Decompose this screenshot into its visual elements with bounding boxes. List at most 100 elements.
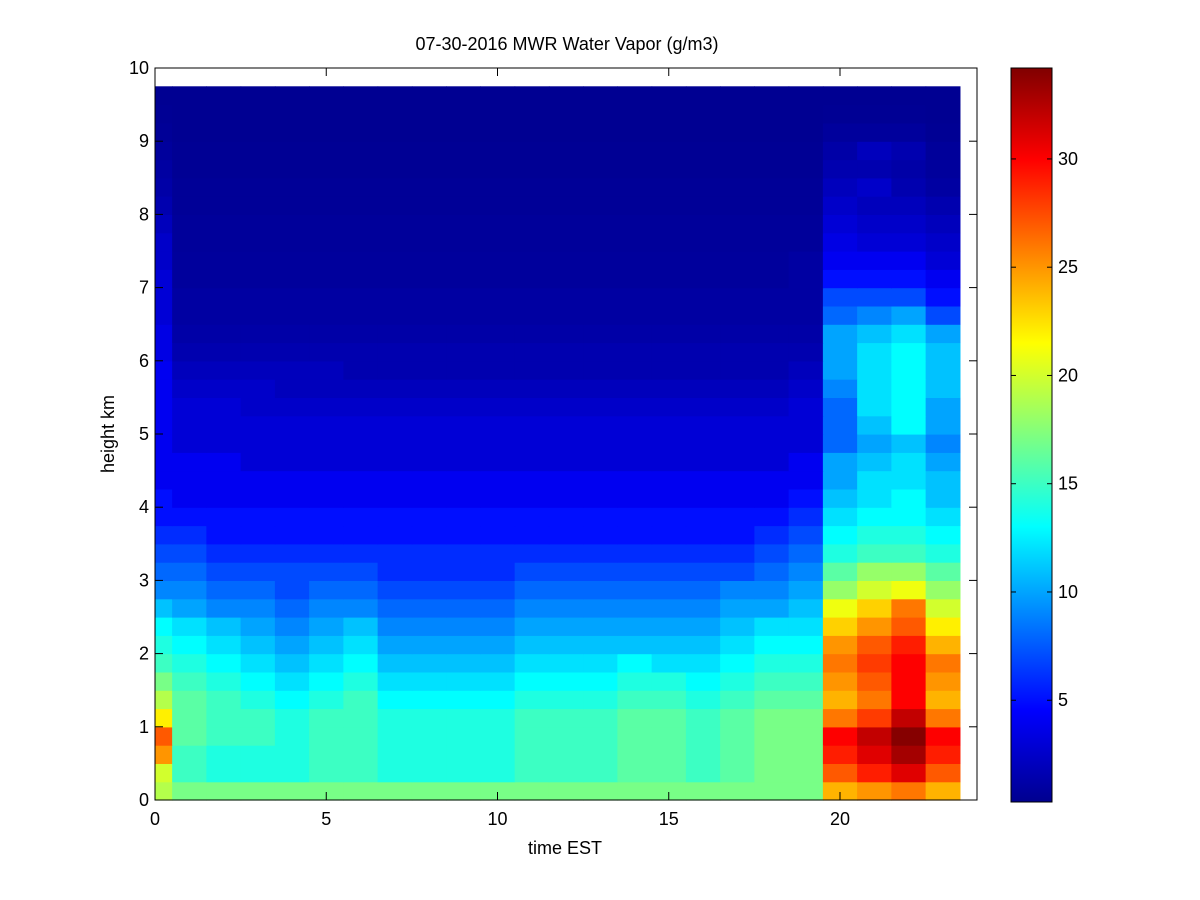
heatmap-cell: [155, 781, 173, 801]
heatmap-cell: [548, 525, 584, 545]
heatmap-cell: [891, 690, 927, 710]
heatmap-cell: [343, 708, 379, 728]
heatmap-cell: [172, 653, 207, 673]
y-tick-label: 3: [139, 570, 149, 590]
heatmap-cell: [583, 397, 618, 417]
heatmap-cell: [172, 269, 207, 289]
heatmap-cell: [548, 708, 584, 728]
heatmap-cell: [172, 287, 207, 307]
heatmap-cell: [651, 781, 687, 801]
heatmap-cell: [343, 324, 379, 344]
heatmap-cell: [274, 86, 310, 106]
heatmap-cell: [891, 122, 927, 142]
heatmap-cell: [754, 745, 790, 764]
heatmap-cell: [891, 452, 927, 472]
heatmap-cell: [343, 745, 379, 764]
heatmap-cell: [891, 653, 927, 673]
heatmap-cell: [548, 251, 584, 270]
heatmap-cell: [377, 287, 413, 307]
heatmap-cell: [925, 159, 961, 179]
heatmap-cell: [548, 104, 584, 124]
heatmap-cell: [514, 781, 550, 801]
heatmap-cell: [583, 214, 618, 234]
heatmap-cell: [155, 86, 173, 106]
heatmap-cell: [685, 653, 721, 673]
heatmap-cell: [309, 159, 344, 179]
heatmap-cell: [583, 104, 618, 124]
heatmap-cell: [446, 342, 481, 362]
heatmap-cell: [754, 214, 790, 234]
heatmap-cell: [685, 379, 721, 398]
heatmap-cell: [925, 580, 961, 600]
heatmap-cell: [651, 708, 687, 728]
heatmap-cell: [685, 196, 721, 215]
y-tick-label: 1: [139, 717, 149, 737]
heatmap-cell: [240, 434, 276, 453]
heatmap-cell: [172, 745, 207, 764]
heatmap-cell: [343, 470, 379, 490]
heatmap-cell: [891, 232, 927, 252]
heatmap-cell: [377, 434, 413, 453]
heatmap-cell: [240, 269, 276, 289]
heatmap-cell: [514, 470, 550, 490]
heatmap-cell: [480, 397, 516, 417]
heatmap-cell: [343, 525, 379, 545]
heatmap-cell: [720, 342, 755, 362]
heatmap-cell: [857, 781, 892, 801]
heatmap-cell: [548, 580, 584, 600]
heatmap-cell: [411, 86, 447, 106]
heatmap-cell: [617, 726, 653, 746]
heatmap-cell: [857, 177, 892, 197]
heatmap-cell: [206, 598, 242, 618]
heatmap-cell: [240, 598, 276, 618]
heatmap-cell: [172, 434, 207, 453]
heatmap-cell: [754, 141, 790, 161]
heatmap-cell: [720, 580, 755, 600]
heatmap-cell: [788, 159, 824, 179]
heatmap-cell: [446, 580, 481, 600]
heatmap-cell: [822, 159, 858, 179]
heatmap-cell: [343, 434, 379, 453]
heatmap-cell: [206, 232, 242, 252]
heatmap-cell: [857, 470, 892, 490]
heatmap-cell: [925, 397, 961, 417]
heatmap-cell: [891, 470, 927, 490]
heatmap-cell: [583, 671, 618, 691]
heatmap-cell: [240, 543, 276, 563]
x-axis-label: time EST: [528, 838, 602, 858]
heatmap-cell: [309, 671, 344, 691]
heatmap-cell: [411, 232, 447, 252]
heatmap-cell: [925, 452, 961, 472]
heatmap-cell: [617, 745, 653, 764]
heatmap-cell: [240, 342, 276, 362]
y-axis-ticks: 0 1 2 3 4 5 6 7 8 9 10: [129, 58, 977, 810]
heatmap-cell: [925, 763, 961, 783]
heatmap-cell: [548, 177, 584, 197]
heatmap-cell: [514, 251, 550, 270]
heatmap-cell: [446, 726, 481, 746]
heatmap-cell: [720, 726, 755, 746]
heatmap-cell: [891, 726, 927, 746]
heatmap-cell: [583, 196, 618, 215]
heatmap-cell: [514, 653, 550, 673]
heatmap-cell: [788, 635, 824, 655]
heatmap-cell: [857, 86, 892, 106]
colorbar-tick-label: 30: [1058, 149, 1078, 169]
heatmap-cell: [548, 196, 584, 215]
heatmap-cell: [480, 159, 516, 179]
heatmap-cell: [788, 214, 824, 234]
heatmap-cell: [617, 434, 653, 453]
heatmap-cell: [651, 379, 687, 398]
heatmap-cell: [309, 251, 344, 270]
heatmap-cell: [788, 745, 824, 764]
heatmap-cell: [480, 763, 516, 783]
heatmap-cell: [155, 763, 173, 783]
heatmap-cell: [720, 232, 755, 252]
heatmap-cell: [685, 305, 721, 325]
heatmap-cell: [617, 305, 653, 325]
heatmap-cell: [754, 434, 790, 453]
heatmap-cell: [754, 379, 790, 398]
heatmap-cell: [617, 470, 653, 490]
heatmap-cell: [514, 708, 550, 728]
heatmap-cell: [857, 671, 892, 691]
